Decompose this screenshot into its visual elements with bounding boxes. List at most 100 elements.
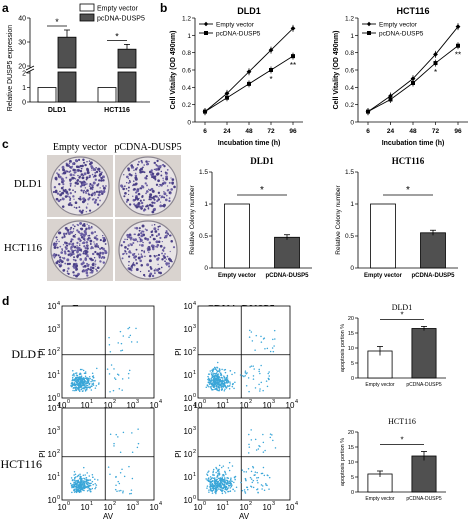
bar xyxy=(37,87,57,103)
event-dot xyxy=(109,351,112,353)
y-tick-label: 0.4 xyxy=(182,85,191,92)
event-dot xyxy=(73,483,75,485)
event-dot xyxy=(218,389,220,392)
colony-dot xyxy=(88,209,92,212)
event-dot xyxy=(207,378,209,381)
colony-dot xyxy=(69,173,73,177)
colony-dot xyxy=(79,243,81,245)
colony-dot xyxy=(147,270,150,272)
event-dot xyxy=(78,390,81,392)
colony-dot xyxy=(156,268,160,272)
colony-dot xyxy=(79,221,83,225)
colony-dot xyxy=(58,259,61,262)
y-tick-exponent: 2 xyxy=(57,449,60,455)
colony-dot xyxy=(157,233,160,236)
colony-dot xyxy=(155,183,159,186)
colony-dot xyxy=(92,175,95,178)
colony-dot xyxy=(135,226,139,230)
colony-dot xyxy=(70,226,73,229)
event-dot xyxy=(208,373,211,375)
colony-dot xyxy=(61,249,63,251)
colony-dot xyxy=(83,180,86,183)
event-dot xyxy=(217,375,220,377)
colony-dot xyxy=(62,171,66,175)
colony-dot xyxy=(130,243,133,247)
event-dot xyxy=(227,380,230,383)
bar xyxy=(97,87,117,103)
event-dot xyxy=(262,389,264,392)
colony-dot xyxy=(159,225,161,228)
x-tick-label: 10 xyxy=(81,503,90,512)
legend-label: Empty vector xyxy=(216,22,255,29)
event-dot xyxy=(215,373,217,375)
event-dot xyxy=(212,386,215,388)
event-dot xyxy=(233,372,236,374)
colony-dot xyxy=(91,186,94,189)
colony-dot xyxy=(122,240,126,244)
colony-dot xyxy=(87,256,89,258)
bar xyxy=(411,328,437,379)
event-dot xyxy=(109,473,111,476)
y-tick-label: 0 xyxy=(204,265,208,272)
event-dot xyxy=(82,387,84,390)
event-dot xyxy=(213,485,216,487)
x-category-label: pCDNA-DUSP5 xyxy=(411,273,455,279)
event-dot xyxy=(83,481,85,483)
event-dot xyxy=(113,377,116,379)
colony-dot xyxy=(134,238,137,241)
colony-dot xyxy=(93,257,96,259)
colony-dot xyxy=(126,247,129,250)
event-dot xyxy=(266,347,269,350)
colony-dot xyxy=(84,183,86,186)
event-dot xyxy=(247,468,250,470)
colony-dot xyxy=(148,241,152,244)
colony-dot xyxy=(71,243,75,246)
event-dot xyxy=(77,474,80,476)
colony-dot xyxy=(64,195,68,198)
event-dot xyxy=(219,385,221,387)
colony-dot xyxy=(168,181,171,184)
event-dot xyxy=(230,483,232,485)
event-dot xyxy=(213,474,215,476)
colony-dot xyxy=(142,209,146,212)
colony-dot xyxy=(74,259,77,262)
event-dot xyxy=(78,491,81,493)
event-dot xyxy=(224,371,227,374)
event-dot xyxy=(250,429,252,431)
event-dot xyxy=(80,483,82,485)
event-dot xyxy=(119,330,122,333)
event-dot xyxy=(75,480,78,482)
event-dot xyxy=(85,480,88,482)
colony-dot xyxy=(64,242,67,244)
colony-dot xyxy=(139,170,143,174)
colony-dot xyxy=(82,260,84,262)
event-dot xyxy=(71,374,74,376)
event-dot xyxy=(227,477,230,479)
event-dot xyxy=(74,488,76,490)
colony-dot xyxy=(133,187,136,191)
event-dot xyxy=(78,382,81,385)
colony-dot xyxy=(127,186,130,189)
colony-dot xyxy=(57,173,60,176)
event-dot xyxy=(260,341,263,343)
event-dot xyxy=(228,480,230,483)
colony-dot xyxy=(68,262,71,266)
event-dot xyxy=(79,473,81,475)
event-dot xyxy=(245,471,248,473)
colony-dot xyxy=(77,169,81,172)
y-tick-label: 20 xyxy=(348,430,354,436)
data-point xyxy=(455,24,461,30)
colony-dot xyxy=(152,237,156,241)
y-tick-exponent: 1 xyxy=(193,370,196,376)
colony-dot xyxy=(61,257,64,259)
colony-dot xyxy=(86,171,90,175)
colony-dot xyxy=(128,260,130,263)
event-dot xyxy=(225,386,227,388)
colony-dot xyxy=(89,183,92,186)
event-dot xyxy=(214,477,216,479)
event-dot xyxy=(206,487,208,489)
event-dot xyxy=(206,385,209,387)
event-dot xyxy=(210,379,213,381)
colony-dot xyxy=(146,162,149,164)
flow-row-label-1: DLD1 xyxy=(11,347,42,361)
